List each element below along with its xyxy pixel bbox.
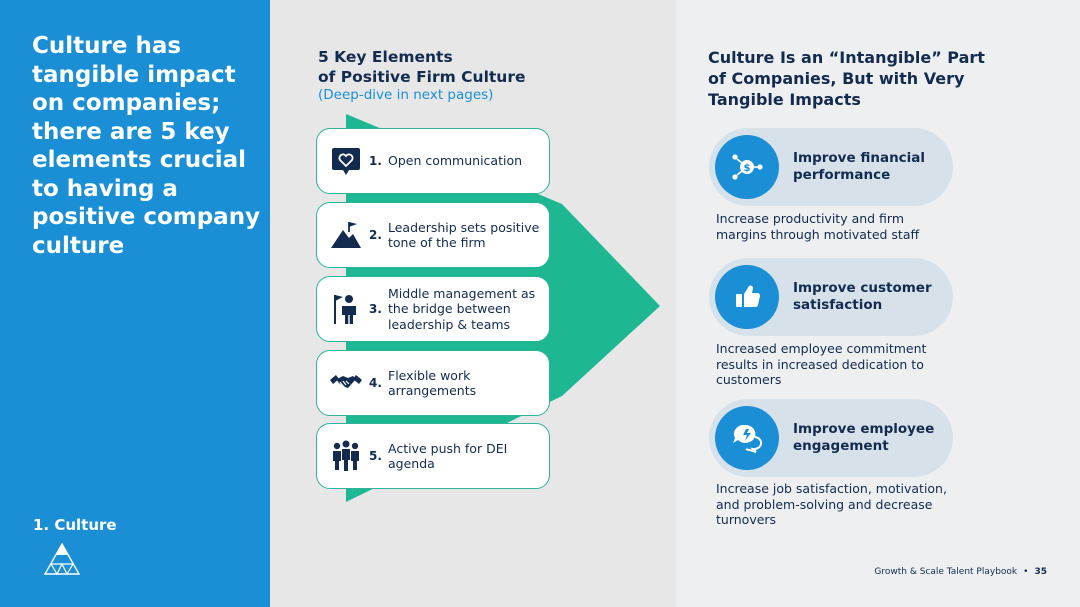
impact-label: Improve financial performance [793, 150, 926, 183]
chat-bubbles-icon [733, 424, 763, 453]
element-number: 3. [369, 302, 382, 316]
impact-pill-1: $ Improve financial performance [709, 128, 953, 206]
heart-chat-icon [332, 148, 360, 175]
person-flag-icon [334, 295, 356, 324]
section-label: 1. Culture [33, 516, 117, 534]
dollar-network-icon: $ [732, 154, 763, 180]
page-number: 35 [1034, 567, 1047, 577]
element-text: Active push for DEI agenda [388, 440, 508, 472]
thumbs-up-icon [736, 285, 761, 307]
footer-title: Growth & Scale Talent Playbook [874, 567, 1018, 577]
left-panel [0, 0, 270, 607]
headline: Culture has tangible impact on companies… [32, 33, 261, 259]
impact-label: Improve customer satisfaction [793, 280, 932, 313]
elements-subtitle: (Deep-dive in next pages) [318, 87, 494, 103]
svg-text:$: $ [744, 163, 751, 174]
impact-label: Improve employee engagement [793, 421, 935, 454]
group-people-icon [333, 440, 359, 471]
mountain-flag-icon [331, 222, 361, 248]
handshake-icon [330, 375, 362, 388]
element-number: 5. [369, 449, 382, 463]
footer: Growth & Scale Talent Playbook • 35 [874, 567, 1047, 577]
element-number: 4. [369, 376, 382, 390]
element-text: Middle management as the bridge between … [388, 285, 536, 332]
impact-description: Increased employee commitment results in… [716, 341, 927, 387]
impact-icon-circle [715, 265, 779, 329]
element-text: Open communication [388, 153, 523, 169]
element-card-5: 5. Active push for DEI agenda [316, 423, 550, 489]
element-card-2: 2. Leadership sets positive tone of the … [316, 202, 550, 268]
triangle-logo-icon [43, 542, 81, 576]
impact-description: Increase productivity and firm margins t… [716, 211, 920, 242]
element-text: Leadership sets positive tone of the fir… [388, 219, 540, 251]
element-card-1: 1. Open communication [316, 128, 550, 194]
impact-pill-2: Improve customer satisfaction [709, 258, 953, 336]
impact-icon-circle: $ [715, 135, 779, 199]
element-card-4: 4. Flexible work arrangements [316, 350, 550, 416]
element-text: Flexible work arrangements [388, 367, 477, 399]
elements-title: 5 Key Elements of Positive Firm Culture [318, 48, 526, 86]
impact-icon-circle [715, 406, 779, 470]
impact-pill-3: Improve employee engagement [709, 399, 953, 477]
impact-description: Increase job satisfaction, motivation, a… [716, 481, 947, 527]
element-number: 2. [369, 228, 382, 242]
impacts-title: Culture Is an “Intangible” Part of Compa… [708, 48, 985, 109]
element-card-3: 3. Middle management as the bridge betwe… [316, 276, 550, 342]
footer-bullet: • [1023, 567, 1029, 577]
element-number: 1. [369, 154, 382, 168]
